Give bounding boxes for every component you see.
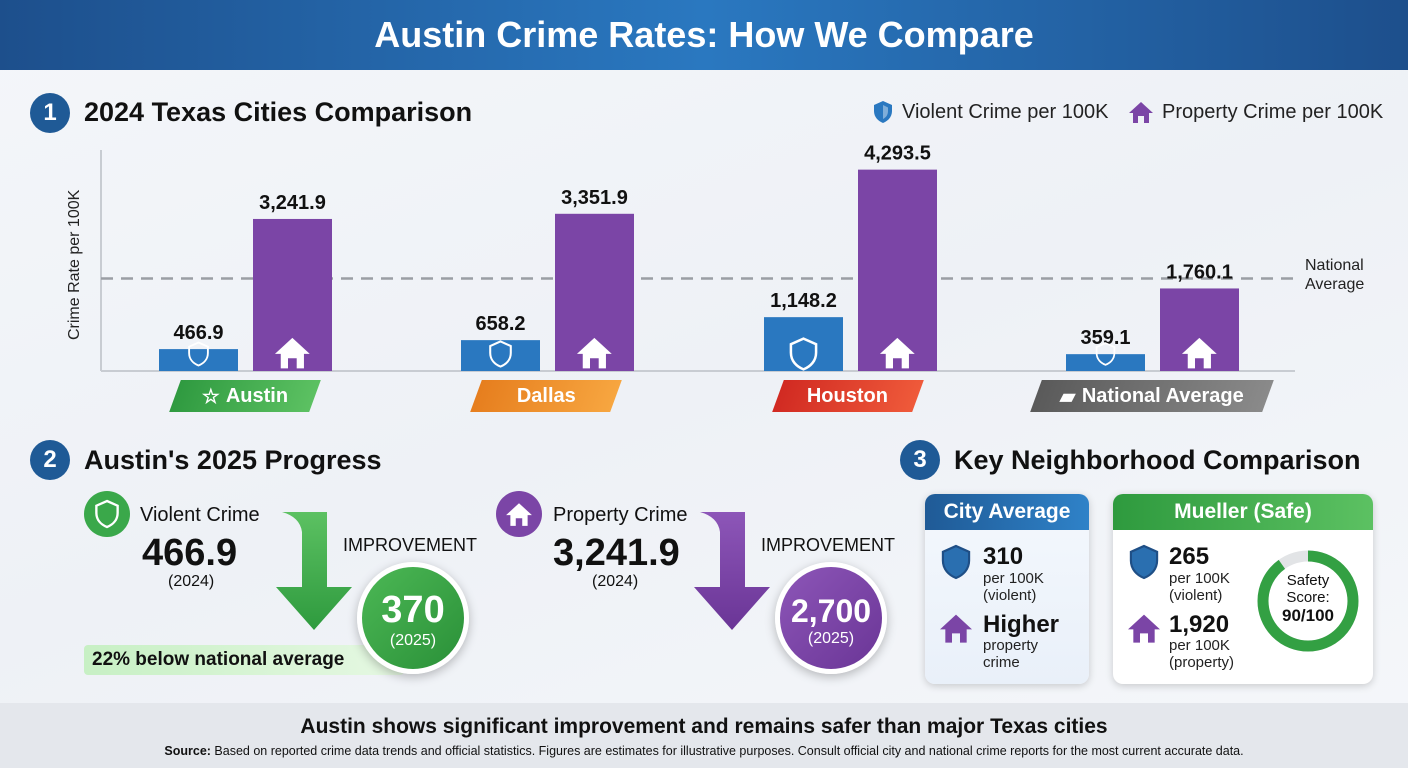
shield-icon xyxy=(84,491,130,537)
national-comparison-note: 22% below national average xyxy=(84,645,404,675)
violent-2025-badge: 370 (2025) xyxy=(357,562,469,674)
legend-violent: Violent Crime per 100K xyxy=(872,100,1108,124)
unit-label: (violent) xyxy=(983,587,1037,604)
shield-icon xyxy=(1129,544,1159,580)
legend-label: Property Crime per 100K xyxy=(1162,100,1384,123)
unit-label: property xyxy=(983,637,1039,654)
score-label: Safety xyxy=(1286,572,1330,589)
house-icon xyxy=(879,337,915,369)
house-icon xyxy=(940,614,972,643)
property-2025-value: 2,700 xyxy=(790,593,872,629)
property-2025-badge: 2,700 (2025) xyxy=(775,562,887,674)
violent-label: Violent Crime xyxy=(140,504,260,526)
property-2024-value: 3,241.9 xyxy=(553,532,680,574)
property-bar-national-average xyxy=(1160,288,1239,371)
violent-2025-value: 370 xyxy=(381,589,445,631)
data-label: 658.2 xyxy=(475,313,525,335)
unit-label: per 100K xyxy=(1169,637,1230,654)
house-icon xyxy=(576,337,612,369)
card-title: Mueller (Safe) xyxy=(1113,494,1373,530)
usa-map-icon: ▰ xyxy=(1060,385,1076,408)
section-title: Key Neighborhood Comparison xyxy=(954,445,1361,475)
year-label: (2024) xyxy=(592,573,639,590)
source-text: Based on reported crime data trends and … xyxy=(210,744,1244,758)
category-houston: Houston xyxy=(772,380,924,412)
property-bar-houston xyxy=(858,169,937,371)
shield-icon xyxy=(489,340,512,368)
house-icon xyxy=(1181,337,1217,369)
unit-label: (property) xyxy=(1169,654,1235,671)
card-title: City Average xyxy=(925,494,1089,530)
score-value: 90/100 xyxy=(1282,606,1334,625)
reference-line-label: National Average xyxy=(1305,256,1364,294)
violent-value: 310 xyxy=(983,543,1024,570)
footer-headline: Austin shows significant improvement and… xyxy=(300,715,1108,738)
shield-icon xyxy=(874,101,892,123)
improvement-label: IMPROVEMENT xyxy=(761,535,896,555)
page-title: Austin Crime Rates: How We Compare xyxy=(0,0,1408,70)
shield-icon xyxy=(188,341,209,367)
section-number: 2 xyxy=(30,440,70,480)
score-label: Score: xyxy=(1286,589,1330,606)
house-icon xyxy=(274,337,310,369)
data-label: 4,293.5 xyxy=(864,143,931,165)
year-label: (2025) xyxy=(389,632,437,649)
data-label: 1,760.1 xyxy=(1166,261,1233,283)
safety-score-gauge xyxy=(1257,550,1359,652)
category-label: Austin xyxy=(225,384,289,407)
down-arrow-icon xyxy=(276,512,352,630)
unit-label: (violent) xyxy=(1169,587,1223,604)
city-average-card: City Average 310 per 100K (violent) High… xyxy=(925,494,1089,684)
footer: Austin shows significant improvement and… xyxy=(0,703,1408,768)
shield-icon xyxy=(1095,342,1116,366)
y-axis-label: Crime Rate per 100K xyxy=(66,189,83,340)
data-label: 359.1 xyxy=(1080,327,1130,349)
house-icon xyxy=(1128,614,1160,643)
category-austin: ☆ Austin xyxy=(169,380,321,412)
year-label: (2024) xyxy=(168,573,215,590)
improvement-label: IMPROVEMENT xyxy=(343,535,478,555)
reference-label-line: National xyxy=(1305,257,1364,274)
reference-label-line: Average xyxy=(1305,276,1365,293)
house-icon xyxy=(496,491,542,537)
legend-label: Violent Crime per 100K xyxy=(902,100,1109,123)
section-number: 1 xyxy=(30,93,70,133)
violent-bar-austin xyxy=(159,349,238,371)
unit-label: per 100K xyxy=(983,570,1044,587)
down-arrow-icon xyxy=(694,512,770,630)
category-label: Dallas xyxy=(516,384,576,407)
data-label: 1,148.2 xyxy=(770,290,837,312)
category-label: National Average xyxy=(1081,384,1244,407)
bar-chart: 466.9 3,241.9 658.2 3,351.9 1,148.2 4,293.5 35… xyxy=(100,143,1295,372)
property-value: 1,920 xyxy=(1169,611,1230,638)
year-label: (2025) xyxy=(807,630,855,647)
violent-bar-national-average xyxy=(1066,354,1145,371)
source-label: Source: xyxy=(164,744,211,758)
unit-label: crime xyxy=(983,654,1020,671)
source-note: Source: Based on reported crime data tre… xyxy=(0,744,1408,758)
category-label: Houston xyxy=(807,384,889,407)
legend-property: Property Crime per 100K xyxy=(1128,100,1383,124)
data-label: 3,241.9 xyxy=(259,192,326,214)
shield-icon xyxy=(789,337,818,371)
section-title: 2024 Texas Cities Comparison xyxy=(84,97,473,127)
violent-2024-value: 466.9 xyxy=(142,532,238,574)
mueller-card: Mueller (Safe) 265 per 100K (violent) 1,… xyxy=(1113,494,1373,684)
category-dallas: Dallas xyxy=(470,380,622,412)
house-icon xyxy=(1129,102,1153,123)
violent-bar-houston xyxy=(764,317,843,371)
star-icon: ☆ xyxy=(201,385,220,408)
category-national: ▰ National Average xyxy=(1030,380,1274,412)
safety-score: Safety Score: 90/100 xyxy=(1255,572,1361,626)
unit-label: per 100K xyxy=(1169,570,1230,587)
shield-icon xyxy=(941,544,971,580)
property-value: Higher xyxy=(983,611,1060,638)
data-label: 466.9 xyxy=(173,322,223,344)
section-title: Austin's 2025 Progress xyxy=(84,445,382,475)
violent-value: 265 xyxy=(1169,543,1210,570)
property-label: Property Crime xyxy=(553,504,688,526)
section-number: 3 xyxy=(900,440,940,480)
data-label: 3,351.9 xyxy=(561,187,628,209)
